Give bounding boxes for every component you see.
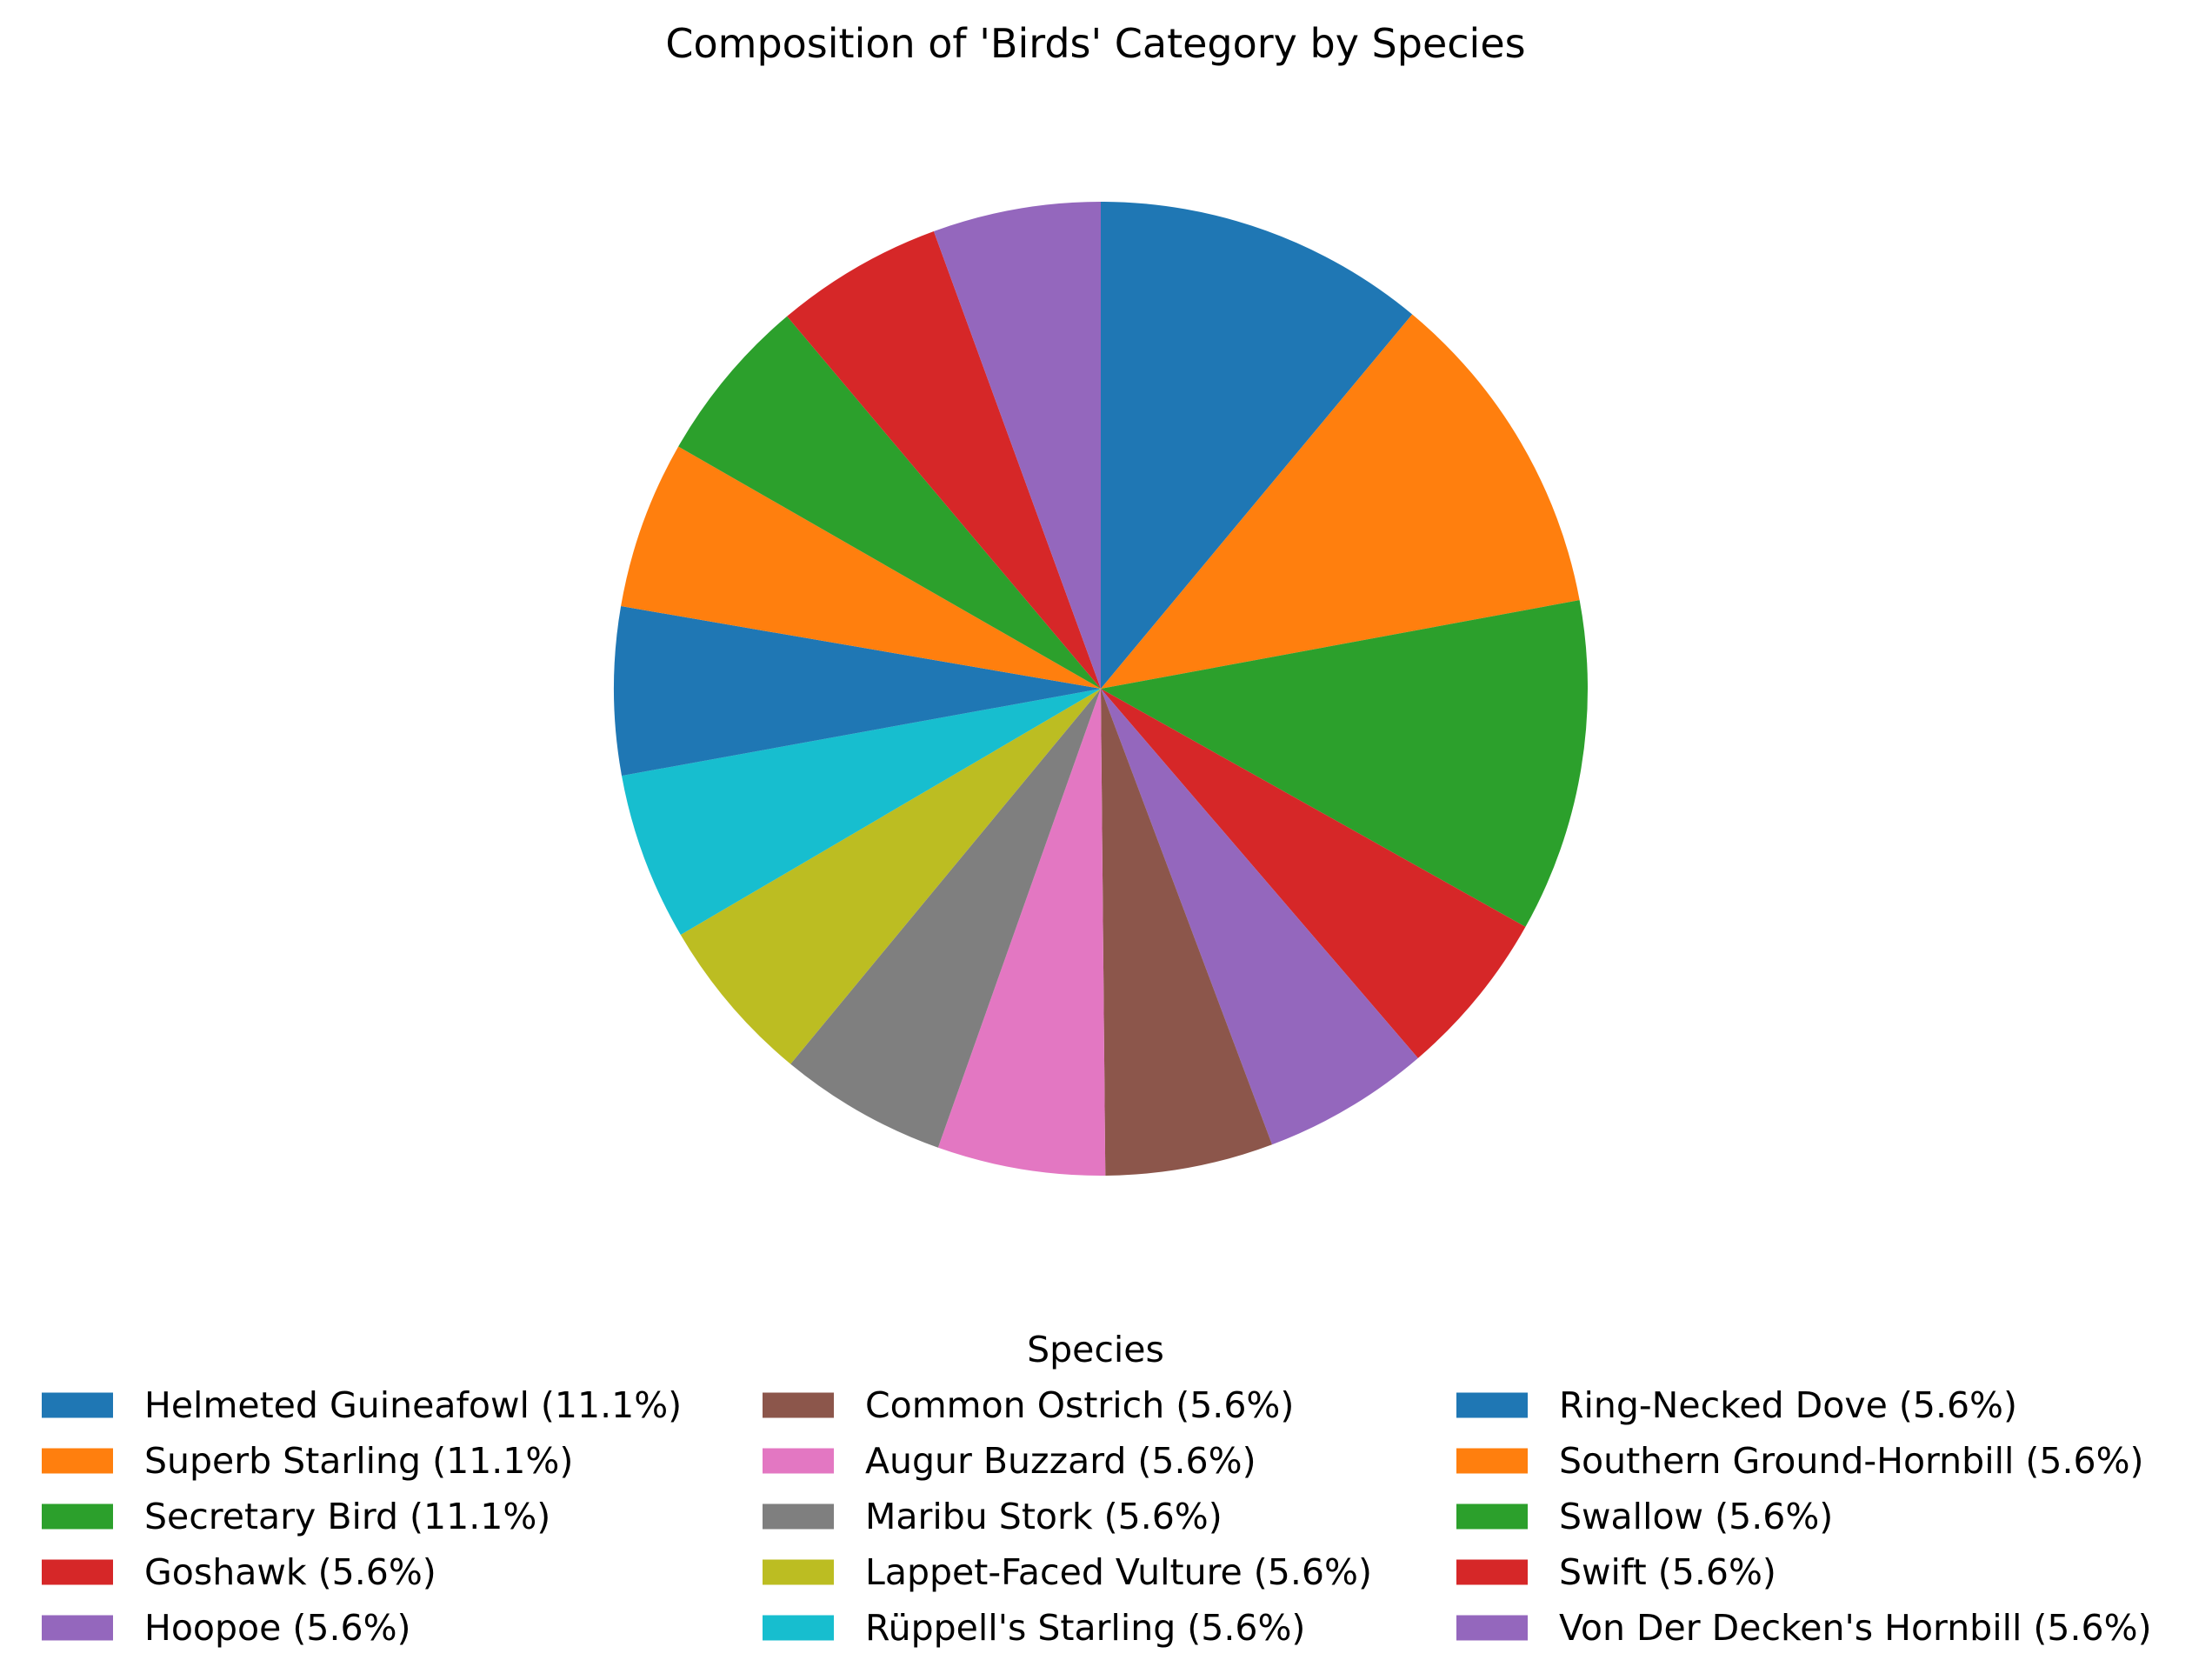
- legend-swatch-2: [42, 1448, 113, 1474]
- legend-label-7: Augur Buzzard (5.6%): [865, 1440, 1256, 1482]
- legend-swatch-9: [763, 1559, 834, 1585]
- pie-slice-15: [933, 202, 1101, 689]
- legend-label-3: Secretary Bird (11.1%): [144, 1496, 550, 1537]
- legend-swatch-12: [1456, 1448, 1528, 1474]
- legend-swatch-5: [42, 1615, 113, 1641]
- legend-label-15: Von Der Decken's Hornbill (5.6%): [1559, 1607, 2152, 1649]
- legend-label-11: Ring-Necked Dove (5.6%): [1559, 1384, 2017, 1426]
- legend-swatch-10: [763, 1615, 834, 1641]
- pie-slice-6: [1101, 689, 1272, 1176]
- legend-swatch-7: [763, 1448, 834, 1474]
- pie-slices: [614, 202, 1588, 1177]
- pie-slice-7: [937, 689, 1106, 1177]
- legend-swatch-4: [42, 1559, 113, 1585]
- legend-swatch-13: [1456, 1503, 1528, 1530]
- legend-label-8: Maribu Stork (5.6%): [865, 1496, 1223, 1537]
- legend-label-1: Helmeted Guineafowl (11.1%): [144, 1384, 682, 1426]
- legend-swatch-11: [1456, 1392, 1528, 1418]
- pie-slice-1: [1101, 202, 1413, 689]
- chart-title: Composition of 'Birds' Category by Speci…: [665, 20, 1525, 67]
- legend-label-5: Hoopoe (5.6%): [144, 1607, 411, 1649]
- pie-slice-9: [680, 689, 1101, 1064]
- pie-slice-14: [787, 230, 1101, 690]
- legend-label-10: Rüppell's Starling (5.6%): [865, 1607, 1305, 1649]
- legend-label-14: Swift (5.6%): [1559, 1551, 1776, 1593]
- pie-slice-11: [614, 606, 1101, 777]
- pie-slice-2: [1101, 314, 1580, 689]
- pie-slice-13: [678, 316, 1101, 689]
- legend-swatch-14: [1456, 1559, 1528, 1585]
- pie-slice-12: [621, 446, 1101, 689]
- legend-label-12: Southern Ground-Hornbill (5.6%): [1559, 1440, 2144, 1482]
- legend-swatch-15: [1456, 1615, 1528, 1641]
- legend-swatch-1: [42, 1392, 113, 1418]
- legend-label-13: Swallow (5.6%): [1559, 1496, 1833, 1537]
- pie-slice-5: [1101, 689, 1418, 1145]
- pie-slice-4: [1101, 689, 1526, 1058]
- legend-swatch-6: [763, 1392, 834, 1418]
- pie-slice-8: [790, 689, 1101, 1148]
- legend-label-9: Lappet-Faced Vulture (5.6%): [865, 1551, 1372, 1593]
- legend: Helmeted Guineafowl (11.1%) Superb Starli…: [42, 1384, 2152, 1649]
- pie-slice-3: [1101, 600, 1588, 927]
- pie-slice-10: [622, 689, 1101, 936]
- legend-title: Species: [1027, 1329, 1164, 1370]
- legend-label-6: Common Ostrich (5.6%): [865, 1384, 1294, 1426]
- legend-swatch-3: [42, 1503, 113, 1530]
- legend-label-4: Goshawk (5.6%): [144, 1551, 436, 1593]
- legend-label-2: Superb Starling (11.1%): [144, 1440, 573, 1482]
- legend-swatch-8: [763, 1503, 834, 1530]
